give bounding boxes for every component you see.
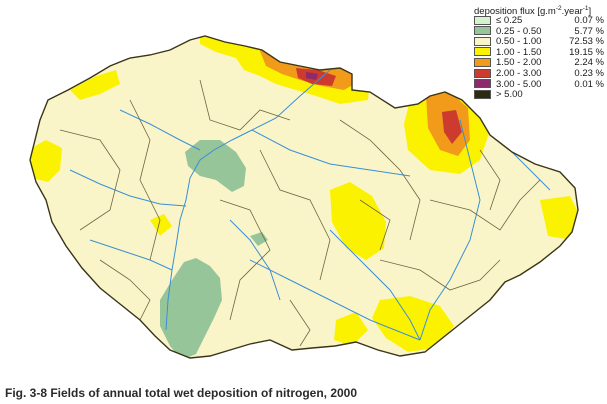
legend-row: 2.00 - 3.00 0.23 % — [474, 68, 606, 79]
yellow-zone-small-a — [150, 214, 172, 236]
legend-row: 0.50 - 1.00 72.53 % — [474, 36, 606, 47]
river-ohre — [119, 109, 201, 151]
green-zone-prague — [185, 140, 246, 192]
river-svratka — [329, 229, 421, 341]
yellow-zone-south — [334, 312, 368, 346]
green-zone-small — [250, 232, 268, 246]
yellow-zone-nw — [70, 70, 120, 100]
district-border — [59, 129, 121, 231]
map-legend: deposition flux [g.m-2.year-1] ≤ 0.25 0.0… — [474, 2, 606, 100]
legend-swatch — [474, 47, 491, 57]
yellow-zone-center — [330, 182, 386, 260]
river-elbe-east — [251, 129, 411, 177]
district-border — [219, 199, 271, 321]
district-border — [479, 149, 501, 211]
legend-row: 1.00 - 1.50 19.15 % — [474, 47, 606, 58]
river-dyje — [249, 259, 421, 341]
district-borders — [59, 79, 541, 347]
legend-row: > 5.00 — [474, 89, 606, 100]
district-border — [99, 259, 151, 321]
legend-swatch — [474, 57, 491, 67]
legend-swatch — [474, 26, 491, 36]
legend-swatch — [474, 89, 491, 99]
river-morava — [419, 119, 481, 341]
legend-row: 0.25 - 0.50 5.77 % — [474, 26, 606, 37]
legend-swatch — [474, 79, 491, 89]
river-sazava — [229, 219, 281, 301]
legend-title: deposition flux [g.m-2.year-1] — [474, 5, 592, 18]
district-border — [289, 299, 311, 347]
district-border — [339, 119, 421, 241]
district-border — [129, 99, 161, 261]
legend-row: 1.50 - 2.00 2.24 % — [474, 57, 606, 68]
legend-swatch — [474, 15, 491, 25]
legend-swatch — [474, 68, 491, 78]
river-otava — [89, 239, 173, 271]
yellow-zone-small-b — [108, 40, 126, 58]
district-border — [359, 199, 391, 251]
district-border — [259, 149, 331, 281]
legend-swatch — [474, 36, 491, 46]
figure-caption: Fig. 3-8 Fields of annual total wet depo… — [5, 386, 358, 400]
red-zone-east — [442, 110, 462, 144]
district-border — [429, 179, 541, 231]
yellow-zone-west — [30, 140, 62, 182]
yellow-zone-se — [372, 296, 454, 352]
yellow-zone-beskydy — [540, 196, 578, 240]
river-elbe-vltava — [165, 69, 331, 331]
legend-row: 3.00 - 5.00 0.01 % — [474, 79, 606, 90]
green-zone-south — [160, 258, 222, 358]
district-border — [379, 259, 501, 291]
district-border — [199, 79, 291, 131]
river-berounka — [69, 169, 187, 207]
legend-row: ≤ 0.25 0.07 % — [474, 15, 606, 26]
purple-zone — [306, 72, 318, 80]
